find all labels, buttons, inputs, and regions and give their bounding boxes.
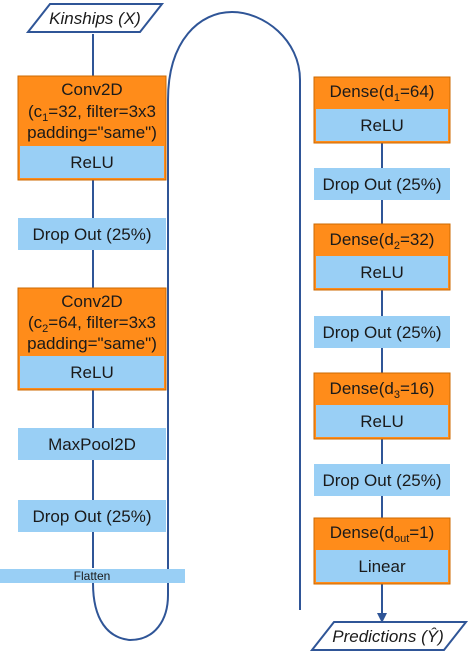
output-parallelogram: [309, 621, 469, 651]
conv2d-block-1: Conv2D (c1=32, filter=3x3 padding="same"…: [17, 75, 167, 181]
dense-1-rest: =64): [400, 82, 435, 101]
dense-1-prefix: Dense(d: [330, 82, 394, 101]
flatten-block: Flatten: [0, 569, 185, 583]
dense-1-title: Dense(d1=64): [330, 82, 435, 104]
conv2d-1-param-prefix: (c: [28, 102, 43, 121]
input-label: Kinships (X): [49, 9, 141, 28]
dense-output-block: Dense(dout=1) Linear: [313, 517, 451, 585]
conv2d-1-relu-label: ReLU: [70, 153, 113, 172]
conv2d-2-relu-box: [20, 356, 164, 388]
dense-block-1: Dense(d1=64) ReLU: [313, 76, 451, 144]
dense-out-prefix: Dense(d: [330, 523, 394, 542]
dense-2-title: Dense(d2=32): [330, 230, 435, 252]
conv2d-1-param-sub: 1: [42, 112, 48, 124]
dropout-5-box: [314, 464, 450, 496]
conv2d-2-padding: padding="same"): [27, 334, 157, 353]
dense-3-rest: =16): [400, 379, 435, 398]
dense-2-rest: =32): [400, 230, 435, 249]
dense-2-relu-box: [316, 256, 448, 288]
conv2d-2-param-rest: =64, filter=3x3: [48, 313, 156, 332]
input-parallelogram: [25, 3, 165, 33]
dropout-3-box: [314, 168, 450, 200]
dense-1-relu-label: ReLU: [360, 116, 403, 135]
output-label: Predictions (Ŷ): [332, 627, 443, 646]
dense-2-sub: 2: [394, 240, 400, 252]
dropout-block-2: Drop Out (25%): [18, 500, 166, 532]
conv2d-1-params: (c1=32, filter=3x3: [28, 102, 156, 124]
conv2d-2-params: (c2=64, filter=3x3: [28, 313, 156, 335]
dense-3-relu-box: [316, 405, 448, 437]
conv2d-block-2: Conv2D (c2=64, filter=3x3 padding="same"…: [17, 287, 167, 391]
dense-block-2: Dense(d2=32) ReLU: [313, 223, 451, 291]
bottom-left-curve: [92, 582, 169, 642]
maxpool-block: MaxPool2D: [18, 428, 166, 460]
dropout-4-box: [314, 316, 450, 348]
dropout-block-3: Drop Out (25%): [314, 168, 450, 200]
output-node: Predictions (Ŷ): [309, 621, 469, 651]
dropout-4-label: Drop Out (25%): [322, 323, 441, 342]
dense-3-title: Dense(d3=16): [330, 379, 435, 401]
dense-2-prefix: Dense(d: [330, 230, 394, 249]
dense-block-3: Dense(d3=16) ReLU: [313, 372, 451, 440]
dropout-block-1: Drop Out (25%): [18, 218, 166, 250]
conv2d-2-param-prefix: (c: [28, 313, 43, 332]
dense-out-sub: out: [394, 533, 409, 545]
dense-out-rest: =1): [409, 523, 434, 542]
dense-3-prefix: Dense(d: [330, 379, 394, 398]
conv2d-1-param-rest: =32, filter=3x3: [48, 102, 156, 121]
dropout-5-label: Drop Out (25%): [322, 471, 441, 490]
conv2d-2-relu-label: ReLU: [70, 363, 113, 382]
dense-out-linear-box: [316, 550, 448, 582]
conv2d-2-param-sub: 2: [42, 323, 48, 335]
flatten-label: Flatten: [74, 569, 111, 583]
dropout-1-label: Drop Out (25%): [32, 225, 151, 244]
flatten-box: [0, 569, 185, 583]
dense-1-sub: 1: [394, 92, 400, 104]
maxpool-label: MaxPool2D: [48, 435, 136, 454]
dropout-2-label: Drop Out (25%): [32, 507, 151, 526]
dropout-2-box: [18, 500, 166, 532]
conv2d-2-title: Conv2D: [61, 292, 122, 311]
dense-1-relu-box: [316, 109, 448, 141]
dropout-block-5: Drop Out (25%): [314, 464, 450, 496]
conv2d-1-title: Conv2D: [61, 80, 122, 99]
center-loop-line: [167, 10, 301, 610]
input-node: Kinships (X): [25, 3, 165, 33]
dropout-block-4: Drop Out (25%): [314, 316, 450, 348]
dense-out-title: Dense(dout=1): [330, 523, 435, 545]
dense-3-relu-label: ReLU: [360, 412, 403, 431]
dense-3-sub: 3: [394, 389, 400, 401]
dense-out-linear-label: Linear: [358, 557, 406, 576]
dropout-1-box: [18, 218, 166, 250]
maxpool-box: [18, 428, 166, 460]
dense-2-relu-label: ReLU: [360, 263, 403, 282]
conv2d-1-padding: padding="same"): [27, 123, 157, 142]
conv2d-1-relu-box: [20, 146, 164, 178]
dropout-3-label: Drop Out (25%): [322, 175, 441, 194]
